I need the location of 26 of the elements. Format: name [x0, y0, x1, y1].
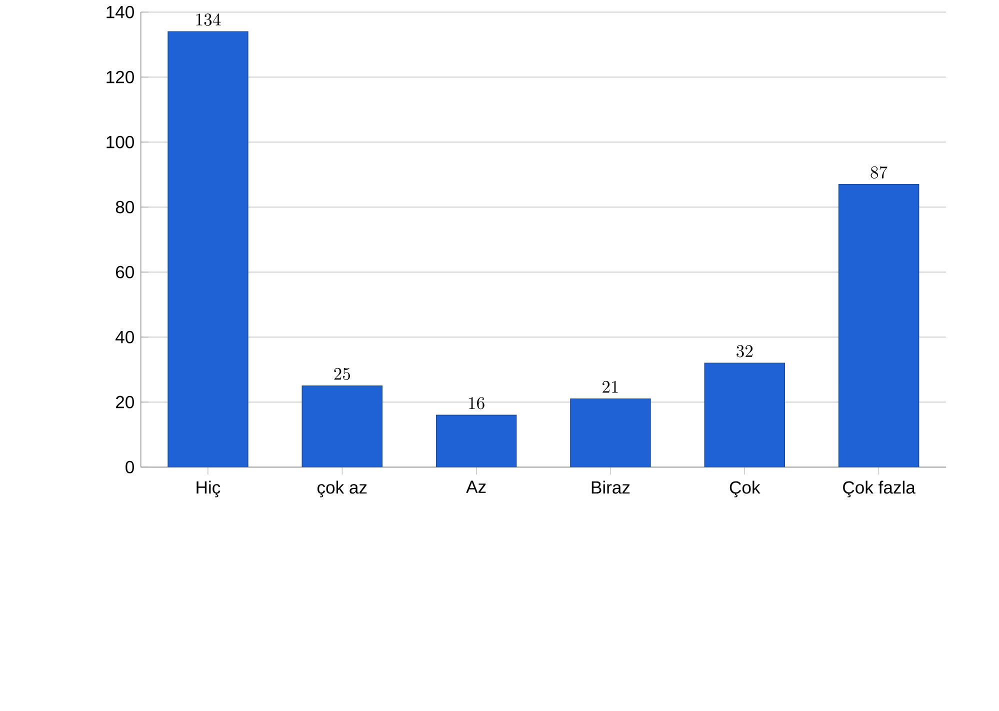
y-tick-label: 120	[106, 70, 134, 84]
y-tick-label: 0	[126, 460, 134, 474]
x-tick-label: Az	[466, 480, 486, 493]
x-tick-label: Çok fazla	[843, 480, 916, 498]
data-label: 32	[736, 345, 753, 358]
y-tick-label: 60	[116, 266, 134, 278]
bar	[168, 31, 248, 468]
bar	[570, 398, 651, 468]
y-tick-label: 20	[116, 396, 134, 408]
x-tick-label: Çok	[730, 480, 760, 498]
y-tick-label: 80	[116, 200, 134, 214]
x-tick-label: çok az	[317, 480, 367, 498]
data-label: 25	[334, 368, 350, 380]
bar	[302, 386, 382, 468]
data-label: 21	[602, 380, 618, 393]
y-tick-label: 100	[106, 136, 134, 148]
data-label: 134	[196, 14, 221, 26]
bar	[704, 362, 785, 468]
data-label: 87	[870, 166, 888, 179]
x-tick-label: Hiç	[196, 480, 220, 498]
y-tick-label: 140	[106, 6, 134, 18]
data-label: 16	[469, 397, 484, 410]
x-tick-label: Biraz	[592, 480, 630, 494]
bar	[838, 184, 920, 468]
y-tick-label: 40	[116, 330, 134, 344]
bar	[436, 414, 517, 468]
